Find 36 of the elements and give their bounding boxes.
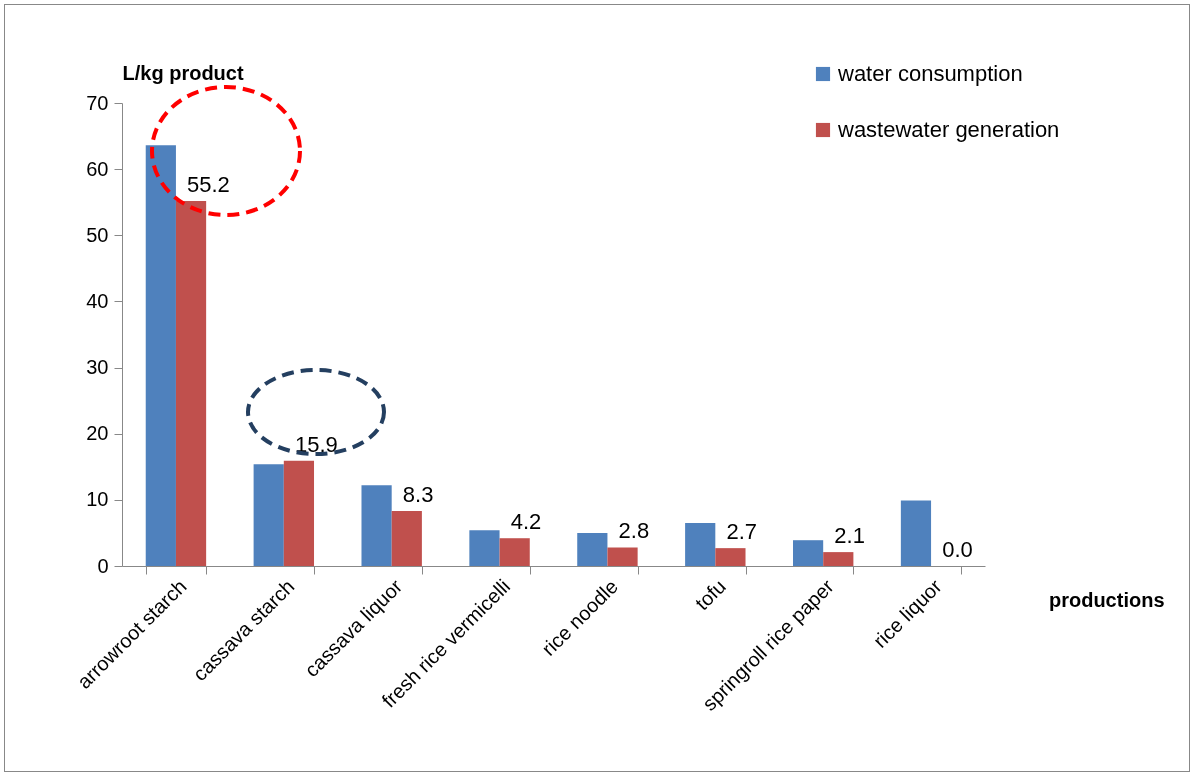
bar	[175, 200, 207, 566]
x-axis-title: productions	[1048, 588, 1165, 611]
data-label: 15.9	[294, 431, 338, 457]
data-label: 4.2	[510, 509, 542, 535]
bar	[145, 145, 176, 566]
bar	[607, 547, 638, 566]
y-tick-label: 50	[86, 223, 109, 246]
y-tick-label: 60	[86, 157, 109, 180]
bar	[900, 500, 932, 566]
data-label: 2.8	[618, 518, 650, 544]
bar	[685, 523, 716, 566]
bar	[469, 530, 500, 566]
data-label: 8.3	[402, 482, 434, 508]
x-tick-label: tofu	[690, 575, 730, 615]
bar	[715, 548, 746, 566]
bar	[283, 460, 315, 566]
bar	[792, 540, 824, 566]
data-label: 55.2	[187, 171, 230, 197]
legend-label: water consumption	[837, 61, 1023, 86]
data-label: 0.0	[942, 537, 973, 562]
legend-label: wastewater generation	[837, 117, 1060, 142]
bar	[361, 485, 392, 566]
data-label: 2.7	[726, 519, 758, 545]
y-tick-label: 20	[86, 422, 109, 445]
bar	[499, 538, 530, 566]
y-tick-label: 70	[86, 91, 109, 114]
y-tick-label: 10	[86, 488, 109, 511]
data-label: 2.1	[834, 523, 865, 549]
y-tick-label: 0	[97, 554, 109, 577]
bar	[823, 552, 854, 566]
y-tick-label: 40	[86, 289, 109, 312]
y-tick-label: 30	[86, 356, 109, 379]
y-axis-title: L/kg product	[122, 61, 244, 84]
bar	[391, 511, 422, 566]
bar	[577, 532, 608, 566]
bar	[253, 464, 284, 566]
